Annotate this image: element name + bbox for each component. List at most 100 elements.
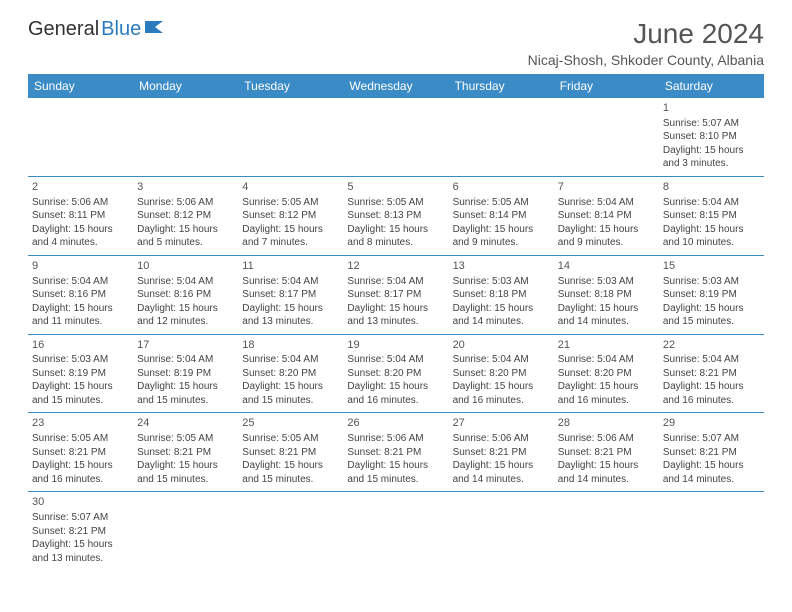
calendar-day-cell xyxy=(449,98,554,176)
calendar-day-cell: 26Sunrise: 5:06 AMSunset: 8:21 PMDayligh… xyxy=(343,413,448,492)
day-number: 26 xyxy=(347,416,444,431)
day-number: 17 xyxy=(137,338,234,353)
sunrise-line: Sunrise: 5:07 AM xyxy=(663,432,760,446)
sunset-line: Sunset: 8:18 PM xyxy=(558,288,655,302)
calendar-day-cell: 18Sunrise: 5:04 AMSunset: 8:20 PMDayligh… xyxy=(238,334,343,413)
day-number: 12 xyxy=(347,259,444,274)
calendar-week-row: 30Sunrise: 5:07 AMSunset: 8:21 PMDayligh… xyxy=(28,492,764,570)
sunset-line: Sunset: 8:20 PM xyxy=(558,367,655,381)
sunset-line: Sunset: 8:13 PM xyxy=(347,209,444,223)
day-number: 28 xyxy=(558,416,655,431)
sunrise-line: Sunrise: 5:05 AM xyxy=(453,196,550,210)
day-number: 29 xyxy=(663,416,760,431)
calendar-day-cell xyxy=(659,492,764,570)
sunset-line: Sunset: 8:11 PM xyxy=(32,209,129,223)
daylight-line: Daylight: 15 hours and 14 minutes. xyxy=(663,459,760,486)
sunrise-line: Sunrise: 5:04 AM xyxy=(242,353,339,367)
calendar-day-cell: 8Sunrise: 5:04 AMSunset: 8:15 PMDaylight… xyxy=(659,176,764,255)
calendar-day-cell xyxy=(133,98,238,176)
day-number: 6 xyxy=(453,180,550,195)
sunrise-line: Sunrise: 5:07 AM xyxy=(32,511,129,525)
daylight-line: Daylight: 15 hours and 3 minutes. xyxy=(663,144,760,171)
calendar-day-cell: 30Sunrise: 5:07 AMSunset: 8:21 PMDayligh… xyxy=(28,492,133,570)
daylight-line: Daylight: 15 hours and 10 minutes. xyxy=(663,223,760,250)
calendar-day-cell: 19Sunrise: 5:04 AMSunset: 8:20 PMDayligh… xyxy=(343,334,448,413)
daylight-line: Daylight: 15 hours and 15 minutes. xyxy=(242,380,339,407)
daylight-line: Daylight: 15 hours and 16 minutes. xyxy=(347,380,444,407)
daylight-line: Daylight: 15 hours and 16 minutes. xyxy=(32,459,129,486)
daylight-line: Daylight: 15 hours and 14 minutes. xyxy=(453,459,550,486)
daylight-line: Daylight: 15 hours and 5 minutes. xyxy=(137,223,234,250)
calendar-day-cell: 17Sunrise: 5:04 AMSunset: 8:19 PMDayligh… xyxy=(133,334,238,413)
day-number: 8 xyxy=(663,180,760,195)
daylight-line: Daylight: 15 hours and 15 minutes. xyxy=(663,302,760,329)
day-number: 1 xyxy=(663,101,760,116)
calendar-day-cell xyxy=(343,492,448,570)
sunrise-line: Sunrise: 5:04 AM xyxy=(347,353,444,367)
daylight-line: Daylight: 15 hours and 13 minutes. xyxy=(32,538,129,565)
sunset-line: Sunset: 8:17 PM xyxy=(242,288,339,302)
weekday-header: Saturday xyxy=(659,74,764,98)
sunset-line: Sunset: 8:12 PM xyxy=(242,209,339,223)
day-number: 23 xyxy=(32,416,129,431)
day-number: 7 xyxy=(558,180,655,195)
calendar-week-row: 2Sunrise: 5:06 AMSunset: 8:11 PMDaylight… xyxy=(28,176,764,255)
sunset-line: Sunset: 8:14 PM xyxy=(453,209,550,223)
day-number: 13 xyxy=(453,259,550,274)
daylight-line: Daylight: 15 hours and 7 minutes. xyxy=(242,223,339,250)
sunrise-line: Sunrise: 5:06 AM xyxy=(137,196,234,210)
weekday-header: Sunday xyxy=(28,74,133,98)
calendar-day-cell: 22Sunrise: 5:04 AMSunset: 8:21 PMDayligh… xyxy=(659,334,764,413)
sunset-line: Sunset: 8:17 PM xyxy=(347,288,444,302)
daylight-line: Daylight: 15 hours and 15 minutes. xyxy=(137,459,234,486)
daylight-line: Daylight: 15 hours and 8 minutes. xyxy=(347,223,444,250)
calendar-day-cell: 2Sunrise: 5:06 AMSunset: 8:11 PMDaylight… xyxy=(28,176,133,255)
weekday-header: Wednesday xyxy=(343,74,448,98)
sunrise-line: Sunrise: 5:04 AM xyxy=(558,353,655,367)
title-block: June 2024 Nicaj-Shosh, Shkoder County, A… xyxy=(528,18,764,68)
sunset-line: Sunset: 8:21 PM xyxy=(347,446,444,460)
sunrise-line: Sunrise: 5:06 AM xyxy=(558,432,655,446)
sunset-line: Sunset: 8:21 PM xyxy=(32,525,129,539)
sunrise-line: Sunrise: 5:03 AM xyxy=(663,275,760,289)
logo-text-blue: Blue xyxy=(101,18,141,41)
sunrise-line: Sunrise: 5:06 AM xyxy=(453,432,550,446)
calendar-day-cell: 23Sunrise: 5:05 AMSunset: 8:21 PMDayligh… xyxy=(28,413,133,492)
sunset-line: Sunset: 8:19 PM xyxy=(663,288,760,302)
sunset-line: Sunset: 8:21 PM xyxy=(242,446,339,460)
calendar-day-cell xyxy=(554,492,659,570)
daylight-line: Daylight: 15 hours and 14 minutes. xyxy=(453,302,550,329)
calendar-table: SundayMondayTuesdayWednesdayThursdayFrid… xyxy=(28,74,764,570)
day-number: 4 xyxy=(242,180,339,195)
sunrise-line: Sunrise: 5:04 AM xyxy=(137,353,234,367)
sunset-line: Sunset: 8:12 PM xyxy=(137,209,234,223)
day-number: 21 xyxy=(558,338,655,353)
sunset-line: Sunset: 8:21 PM xyxy=(558,446,655,460)
sunrise-line: Sunrise: 5:06 AM xyxy=(32,196,129,210)
sunset-line: Sunset: 8:20 PM xyxy=(453,367,550,381)
daylight-line: Daylight: 15 hours and 11 minutes. xyxy=(32,302,129,329)
day-number: 27 xyxy=(453,416,550,431)
sunset-line: Sunset: 8:15 PM xyxy=(663,209,760,223)
calendar-day-cell xyxy=(133,492,238,570)
sunrise-line: Sunrise: 5:05 AM xyxy=(137,432,234,446)
calendar-week-row: 23Sunrise: 5:05 AMSunset: 8:21 PMDayligh… xyxy=(28,413,764,492)
sunset-line: Sunset: 8:20 PM xyxy=(347,367,444,381)
location-text: Nicaj-Shosh, Shkoder County, Albania xyxy=(528,52,764,68)
sunset-line: Sunset: 8:18 PM xyxy=(453,288,550,302)
sunrise-line: Sunrise: 5:04 AM xyxy=(453,353,550,367)
daylight-line: Daylight: 15 hours and 15 minutes. xyxy=(32,380,129,407)
daylight-line: Daylight: 15 hours and 15 minutes. xyxy=(242,459,339,486)
sunrise-line: Sunrise: 5:05 AM xyxy=(32,432,129,446)
sunset-line: Sunset: 8:16 PM xyxy=(32,288,129,302)
calendar-day-cell: 15Sunrise: 5:03 AMSunset: 8:19 PMDayligh… xyxy=(659,255,764,334)
sunrise-line: Sunrise: 5:05 AM xyxy=(242,196,339,210)
day-number: 3 xyxy=(137,180,234,195)
calendar-day-cell: 12Sunrise: 5:04 AMSunset: 8:17 PMDayligh… xyxy=(343,255,448,334)
calendar-day-cell xyxy=(238,98,343,176)
sunset-line: Sunset: 8:19 PM xyxy=(32,367,129,381)
daylight-line: Daylight: 15 hours and 9 minutes. xyxy=(558,223,655,250)
sunset-line: Sunset: 8:21 PM xyxy=(453,446,550,460)
sunrise-line: Sunrise: 5:06 AM xyxy=(347,432,444,446)
calendar-day-cell: 6Sunrise: 5:05 AMSunset: 8:14 PMDaylight… xyxy=(449,176,554,255)
